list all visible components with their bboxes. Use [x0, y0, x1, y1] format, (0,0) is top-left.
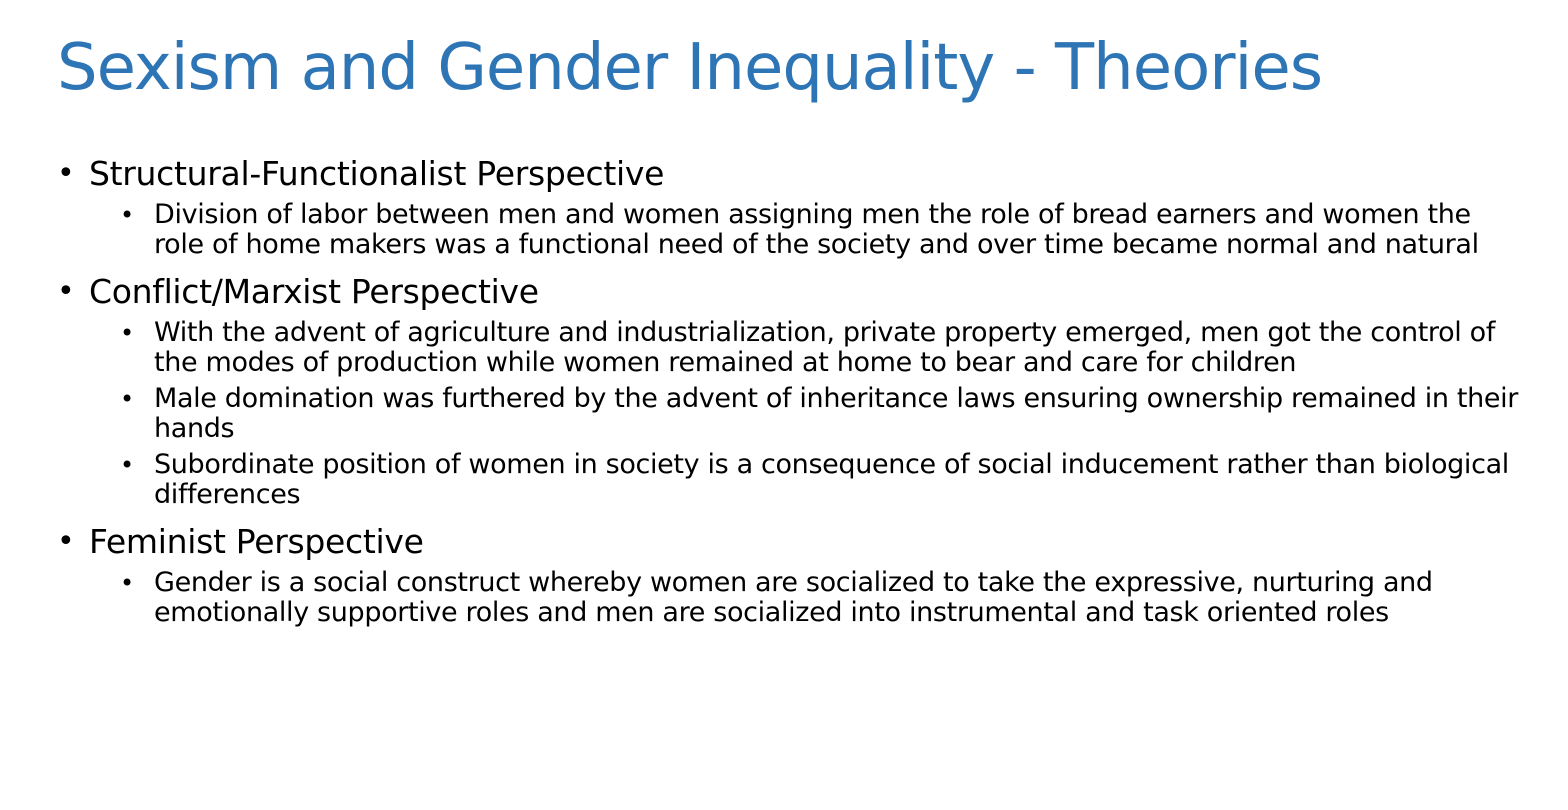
section-heading-text: Structural-Functionalist Perspective: [89, 154, 665, 193]
bullet-icon: •: [120, 385, 134, 413]
sub-bullet-text: Gender is a social construct whereby wom…: [154, 567, 1433, 628]
sub-bullet-list: • Division of labor between men and wome…: [57, 200, 1537, 260]
slide-title: Sexism and Gender Inequality - Theories: [57, 31, 1323, 105]
section-conflict-marxist: • Conflict/Marxist Perspective • With th…: [57, 268, 1537, 510]
sub-bullet-text: Subordinate position of women in society…: [154, 449, 1509, 510]
bullet-icon: •: [57, 524, 75, 559]
bullet-icon: •: [120, 569, 134, 597]
sub-bullet-text: Division of labor between men and women …: [154, 199, 1479, 260]
section-heading: • Feminist Perspective: [57, 518, 1537, 566]
sub-bullet-list: • Gender is a social construct whereby w…: [57, 568, 1537, 628]
slide-content: • Structural-Functionalist Perspective •…: [57, 150, 1537, 628]
bullet-icon: •: [57, 274, 75, 309]
sub-bullet-item: • With the advent of agriculture and ind…: [57, 318, 1537, 378]
section-heading-text: Feminist Perspective: [89, 522, 424, 561]
sub-bullet-list: • With the advent of agriculture and ind…: [57, 318, 1537, 510]
sub-bullet-item: • Division of labor between men and wome…: [57, 200, 1537, 260]
section-heading: • Structural-Functionalist Perspective: [57, 150, 1537, 198]
section-structural-functionalist: • Structural-Functionalist Perspective •…: [57, 150, 1537, 260]
bullet-icon: •: [120, 201, 134, 229]
sub-bullet-item: • Subordinate position of women in socie…: [57, 450, 1537, 510]
sub-bullet-item: • Gender is a social construct whereby w…: [57, 568, 1537, 628]
sub-bullet-item: • Male domination was furthered by the a…: [57, 384, 1537, 444]
bullet-icon: •: [57, 156, 75, 191]
sub-bullet-text: Male domination was furthered by the adv…: [154, 383, 1519, 444]
sub-bullet-text: With the advent of agriculture and indus…: [154, 317, 1495, 378]
bullet-icon: •: [120, 451, 134, 479]
bullet-icon: •: [120, 319, 134, 347]
section-heading-text: Conflict/Marxist Perspective: [89, 272, 539, 311]
section-heading: • Conflict/Marxist Perspective: [57, 268, 1537, 316]
section-feminist: • Feminist Perspective • Gender is a soc…: [57, 518, 1537, 628]
